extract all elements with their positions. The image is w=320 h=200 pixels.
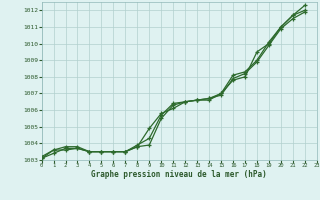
X-axis label: Graphe pression niveau de la mer (hPa): Graphe pression niveau de la mer (hPa) [91,170,267,179]
